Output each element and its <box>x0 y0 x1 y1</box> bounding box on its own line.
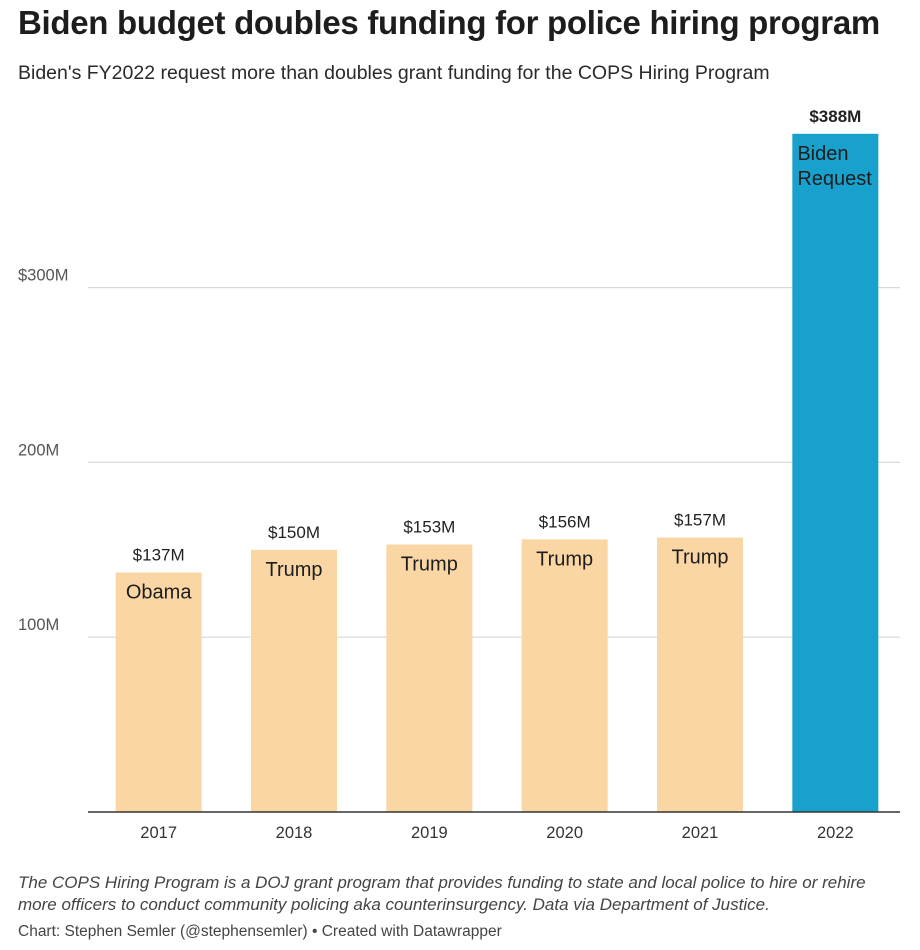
value-label: $137M <box>133 546 185 565</box>
bar-inner-label: Biden Request <box>797 143 872 190</box>
chart-notes: The COPS Hiring Program is a DOJ grant p… <box>18 873 866 914</box>
chart-credit: Chart: Stephen Semler (@stephensemler) •… <box>18 923 502 940</box>
bar-inner-label: Trump <box>265 559 322 581</box>
bar-inner-label: Obama <box>126 582 192 604</box>
x-tick-label: 2017 <box>140 824 177 842</box>
y-tick-label: 200M <box>18 441 59 459</box>
value-label: $388M <box>809 107 861 126</box>
bar-2017 <box>115 572 202 812</box>
value-label: $153M <box>403 518 455 537</box>
bar-2021 <box>657 537 743 812</box>
bar-inner-label: Trump <box>401 554 458 576</box>
x-tick-label: 2021 <box>682 824 719 842</box>
bar-2019 <box>386 544 473 812</box>
bar-inner-label: Trump <box>536 548 593 570</box>
y-tick-label: $300M <box>18 267 68 285</box>
gridlines <box>88 287 900 638</box>
y-axis-ticks: 100M 200M $300M <box>18 267 68 635</box>
bar-2022 <box>792 133 879 812</box>
x-tick-label: 2019 <box>411 824 448 842</box>
y-tick-label: 100M <box>18 616 59 634</box>
x-tick-label: 2018 <box>276 824 313 842</box>
bar-2020 <box>521 539 608 812</box>
value-label: $157M <box>674 511 726 530</box>
value-label: $150M <box>268 523 320 542</box>
bar-2018 <box>251 549 337 812</box>
bars: $137M Obama $150M Trump $153M Trump $156M Trump… <box>115 107 879 812</box>
chart-subtitle: Biden's FY2022 request more than doubles… <box>18 62 770 84</box>
x-tick-label: 2020 <box>546 824 583 842</box>
value-label: $156M <box>539 512 591 531</box>
x-tick-label: 2022 <box>817 824 854 842</box>
bar-inner-label: Trump <box>671 547 728 569</box>
chart-title: Biden budget doubles funding for police … <box>18 4 880 41</box>
x-axis-ticks: 2017 2018 2019 2020 2021 2022 <box>140 824 853 842</box>
bar-chart: 100M 200M $300M $137M Obama $150M Trump $153M T… <box>18 107 900 842</box>
